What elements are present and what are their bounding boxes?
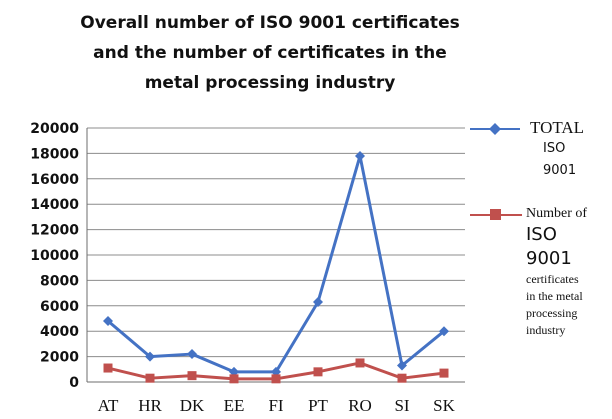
data-point-metal: [439, 368, 449, 378]
y-tick-label: 14000: [30, 197, 79, 213]
x-tick-label: SI: [394, 396, 409, 415]
data-point-total: [187, 349, 197, 360]
y-tick-label: 16000: [30, 172, 79, 188]
x-tick-label: PT: [308, 396, 328, 415]
x-tick-label: SK: [433, 396, 455, 415]
legend-metal-line-2: ISO: [526, 224, 557, 245]
legend-label-metal: Number of ISO 9001 certificates in the m…: [526, 205, 612, 339]
x-tick-label: FI: [268, 396, 283, 415]
legend-total-line-1: TOTAL: [530, 118, 585, 137]
chart-title: Overall number of ISO 9001 certificates …: [60, 8, 480, 98]
chart-title-line-3: metal processing industry: [144, 73, 396, 93]
legend-metal-line-3: 9001: [526, 248, 572, 269]
data-point-metal: [229, 374, 239, 384]
data-point-total: [313, 296, 323, 307]
y-tick-label: 6000: [40, 299, 79, 315]
legend-metal-line-1: Number of: [526, 206, 588, 221]
y-tick-label: 8000: [40, 273, 79, 289]
legend-metal-line-4: certificates: [526, 272, 579, 286]
legend-metal-line-7: industry: [526, 323, 566, 337]
data-point-metal: [397, 373, 407, 383]
data-point-metal: [145, 373, 155, 383]
data-point-total: [145, 351, 155, 362]
chart-title-line-1: Overall number of ISO 9001 certificates: [80, 13, 460, 33]
data-point-metal: [187, 371, 197, 381]
y-tick-label: 10000: [30, 248, 79, 264]
legend-total-line-2: ISO: [543, 141, 566, 156]
x-tick-label: DK: [180, 396, 205, 415]
data-point-total: [439, 326, 449, 337]
x-tick-label: AT: [98, 396, 119, 415]
y-tick-label: 4000: [40, 324, 79, 340]
legend-metal-line-5: in the metal: [526, 289, 583, 303]
chart-title-line-2: and the number of certificates in the: [93, 43, 447, 63]
legend-label-total: TOTAL ISO 9001: [530, 118, 612, 182]
legend-marker-square: [490, 209, 501, 220]
y-tick-label: 2000: [40, 350, 79, 366]
x-tick-label: HR: [138, 396, 162, 415]
legend-total-line-3: 9001: [543, 163, 577, 178]
data-point-metal: [355, 358, 365, 368]
x-tick-label: RO: [348, 396, 372, 415]
y-tick-label: 20000: [30, 121, 79, 137]
data-point-metal: [313, 367, 323, 377]
y-tick-label: 0: [69, 375, 79, 391]
data-point-metal: [271, 374, 281, 384]
series-line-total: [107, 154, 445, 374]
y-tick-label: 12000: [30, 223, 79, 239]
y-tick-label: 18000: [30, 146, 79, 162]
legend-marker-diamond: [489, 123, 501, 135]
legend-metal-line-6: processing: [526, 306, 578, 320]
data-point-metal: [103, 363, 113, 373]
data-point-total: [103, 316, 113, 327]
data-point-total: [397, 360, 407, 371]
data-point-total: [355, 150, 365, 161]
x-tick-label: EE: [224, 396, 245, 415]
